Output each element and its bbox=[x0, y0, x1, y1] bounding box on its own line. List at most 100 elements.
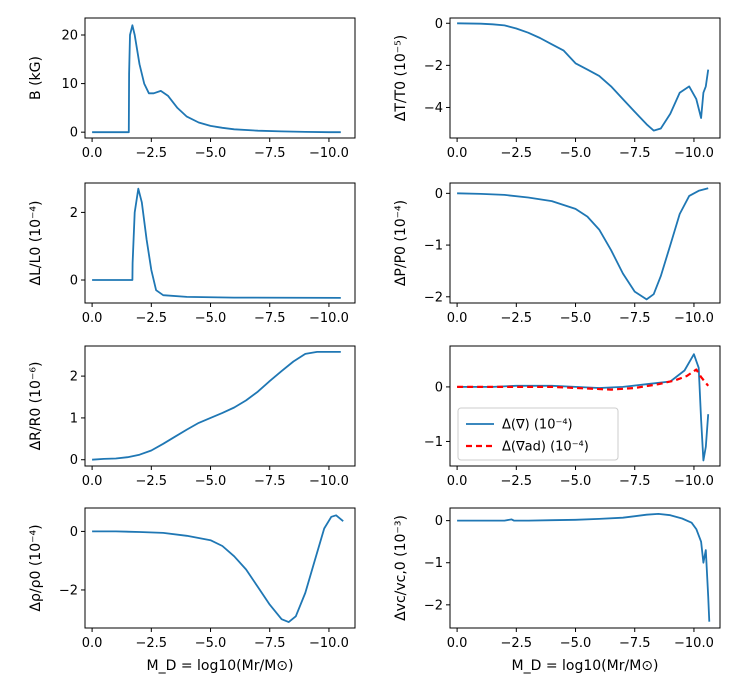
x-tick-label: 0.0 bbox=[82, 636, 103, 651]
x-tick-label: −2.5 bbox=[136, 146, 168, 161]
x-tick-label: −2.5 bbox=[501, 146, 533, 161]
y-tick-label: 0 bbox=[70, 126, 78, 141]
legend-label: Δ(∇) (10⁻⁴) bbox=[502, 418, 573, 433]
x-tick-label: −7.5 bbox=[254, 146, 286, 161]
panel-5: 0.0 −2.5 −5.0 −7.5 −10.0 0 1 2 ΔR/R0 (10⁻⁶) bbox=[28, 345, 356, 489]
y-tick-label: −2 bbox=[424, 59, 443, 74]
y-axis-label: ΔT/T0 (10⁻⁵) bbox=[393, 35, 409, 122]
x-tick-label: −10.0 bbox=[674, 636, 714, 651]
y-tick-label: 1 bbox=[70, 411, 78, 426]
x-tick-label: −10.0 bbox=[674, 474, 714, 489]
x-tick-label: −5.0 bbox=[560, 311, 592, 326]
x-tick-label: −2.5 bbox=[136, 474, 168, 489]
x-tick-label: −7.5 bbox=[619, 146, 651, 161]
axes-frame bbox=[449, 182, 721, 304]
panel-7: 0.0 −2.5 −5.0 −7.5 −10.0 0 −2 Δρ/ρ0 (10⁻⁴) M_D =… bbox=[28, 507, 356, 674]
y-tick-label: 10 bbox=[61, 77, 78, 92]
y-tick-label: −2 bbox=[59, 583, 78, 598]
y-axis-label: ΔP/P0 (10⁻⁴) bbox=[393, 200, 409, 286]
legend: Δ(∇) (10⁻⁴) Δ(∇ad) (10⁻⁴) bbox=[457, 407, 619, 461]
y-tick-label: 2 bbox=[70, 206, 78, 221]
x-tick-label: 0.0 bbox=[447, 146, 468, 161]
y-tick-label: −1 bbox=[424, 556, 443, 571]
x-tick-label: −5.0 bbox=[560, 146, 592, 161]
y-tick-label: 0 bbox=[70, 274, 78, 289]
axes-frame bbox=[84, 17, 356, 139]
x-tick-label: −5.0 bbox=[195, 474, 227, 489]
x-tick-label: 0.0 bbox=[447, 636, 468, 651]
y-tick-label: 0 bbox=[435, 17, 443, 32]
x-tick-label: −2.5 bbox=[501, 474, 533, 489]
x-tick-label: −7.5 bbox=[254, 636, 286, 651]
x-tick-label: 0.0 bbox=[82, 474, 103, 489]
x-tick-label: −2.5 bbox=[501, 636, 533, 651]
x-tick-label: −5.0 bbox=[560, 636, 592, 651]
panel-3: 0.0 −2.5 −5.0 −7.5 −10.0 0 2 ΔL/L0 (10⁻⁴) bbox=[28, 182, 356, 326]
series-line-1 bbox=[92, 350, 341, 461]
x-tick-label: −10.0 bbox=[309, 636, 349, 651]
y-tick-label: 0 bbox=[435, 514, 443, 529]
y-axis-label: ΔR/R0 (10⁻⁶) bbox=[28, 362, 44, 451]
y-tick-label: 0 bbox=[70, 453, 78, 468]
x-tick-label: −10.0 bbox=[309, 311, 349, 326]
series-line-1 bbox=[92, 514, 344, 623]
panel-8: 0.0 −2.5 −5.0 −7.5 −10.0 0 −1 −2 Δvc/vc,0 (10⁻³)… bbox=[393, 507, 721, 674]
panel-1: 0.0 −2.5 −5.0 −7.5 −10.0 0 10 20 B (kG) bbox=[28, 17, 356, 161]
series-line-1 bbox=[457, 353, 710, 462]
x-tick-label: −7.5 bbox=[254, 474, 286, 489]
series-line-1 bbox=[457, 513, 711, 622]
x-tick-label: −7.5 bbox=[254, 311, 286, 326]
x-tick-label: −2.5 bbox=[136, 636, 168, 651]
y-tick-label: −4 bbox=[424, 101, 443, 116]
x-tick-label: −10.0 bbox=[309, 146, 349, 161]
x-tick-label: −5.0 bbox=[195, 311, 227, 326]
x-tick-label: 0.0 bbox=[447, 474, 468, 489]
y-axis-label: B (kG) bbox=[28, 56, 44, 100]
y-tick-label: 2 bbox=[70, 370, 78, 385]
x-tick-label: 0.0 bbox=[82, 146, 103, 161]
y-tick-label: −1 bbox=[424, 239, 443, 254]
x-tick-label: −7.5 bbox=[619, 474, 651, 489]
x-tick-label: −5.0 bbox=[560, 474, 592, 489]
x-tick-label: −7.5 bbox=[619, 636, 651, 651]
legend-box bbox=[457, 407, 619, 461]
axes-frame bbox=[449, 507, 721, 629]
y-tick-label: 20 bbox=[61, 29, 78, 44]
axes-frame bbox=[449, 345, 721, 467]
x-tick-label: −10.0 bbox=[674, 146, 714, 161]
axes-frame bbox=[84, 507, 356, 629]
y-tick-label: −2 bbox=[424, 290, 443, 305]
legend-label: Δ(∇ad) (10⁻⁴) bbox=[502, 440, 589, 455]
x-tick-label: 0.0 bbox=[447, 311, 468, 326]
x-tick-label: 0.0 bbox=[82, 311, 103, 326]
y-tick-label: 0 bbox=[435, 187, 443, 202]
axes-frame bbox=[84, 182, 356, 304]
x-tick-label: −7.5 bbox=[619, 311, 651, 326]
panel-2: 0.0 −2.5 −5.0 −7.5 −10.0 0 −2 −4 ΔT/T0 (10⁻⁵) bbox=[393, 17, 721, 161]
x-tick-label: −5.0 bbox=[195, 636, 227, 651]
y-axis-label: Δvc/vc,0 (10⁻³) bbox=[393, 515, 409, 621]
panel-4: 0.0 −2.5 −5.0 −7.5 −10.0 0 −1 −2 ΔP/P0 (10⁻⁴) bbox=[393, 182, 721, 326]
series-line-1 bbox=[92, 187, 341, 299]
y-axis-label: Δρ/ρ0 (10⁻⁴) bbox=[28, 524, 44, 611]
series-line-1 bbox=[92, 24, 341, 134]
panel-6: 0.0 −2.5 −5.0 −7.5 −10.0 0 −1 Δ(∇) (10⁻⁴) Δ(∇ad)… bbox=[424, 345, 721, 489]
y-tick-label: 0 bbox=[435, 380, 443, 395]
y-tick-label: 0 bbox=[70, 525, 78, 540]
axes-frame bbox=[84, 345, 356, 467]
y-tick-label: −2 bbox=[424, 598, 443, 613]
axes-frame bbox=[449, 17, 721, 139]
x-axis-label: M_D = log10(Mr/M⊙) bbox=[512, 658, 659, 674]
y-tick-label: −1 bbox=[424, 435, 443, 450]
x-tick-label: −2.5 bbox=[136, 311, 168, 326]
series-line-2 bbox=[457, 368, 710, 391]
x-axis-label: M_D = log10(Mr/M⊙) bbox=[147, 658, 294, 674]
series-line-1 bbox=[457, 22, 710, 132]
series-line-1 bbox=[457, 187, 709, 301]
y-axis-label: ΔL/L0 (10⁻⁴) bbox=[28, 201, 44, 286]
x-tick-label: −10.0 bbox=[309, 474, 349, 489]
x-tick-label: −2.5 bbox=[501, 311, 533, 326]
x-tick-label: −5.0 bbox=[195, 146, 227, 161]
x-tick-label: −10.0 bbox=[674, 311, 714, 326]
